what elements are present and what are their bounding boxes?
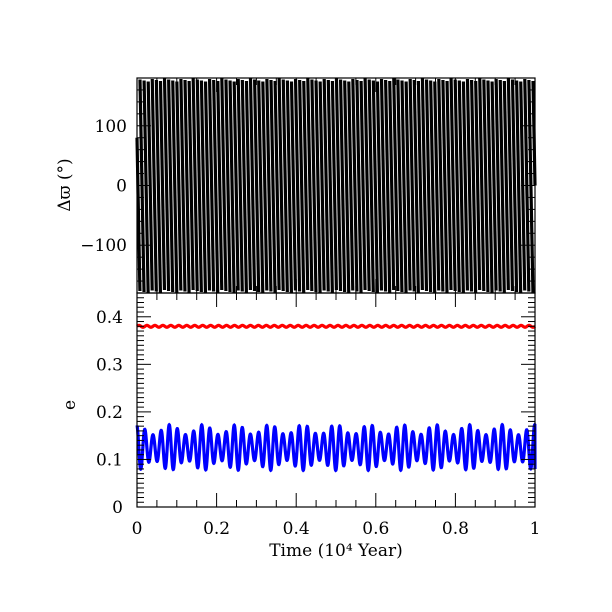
x-tick-label: 1 (530, 519, 541, 539)
bottom-series-group (135, 323, 537, 473)
bottom-ticks-group: 0 0.1 0.2 0.3 0.4 0 0.2 0.4 0.6 0.8 1 (96, 293, 540, 539)
red-series-line (136, 323, 536, 329)
bottom-y-tick-label: 0.2 (96, 403, 123, 423)
x-tick-label: 0.2 (203, 519, 230, 539)
x-tick-label: 0 (132, 519, 143, 539)
bottom-y-axis-label: e (60, 400, 80, 410)
bottom-y-tick-label: 0.4 (96, 308, 123, 328)
bottom-y-tick-label: 0 (112, 498, 123, 518)
top-y-tick-label: 100 (95, 117, 127, 137)
top-y-tick-label: 0 (116, 177, 127, 197)
top-y-tick-label: −100 (80, 236, 127, 256)
bottom-y-tick-label: 0.3 (96, 355, 123, 375)
top-panel: −100 0 100 Δϖ (°) (55, 77, 537, 294)
top-ticks-group: −100 0 100 (80, 78, 535, 293)
x-tick-label: 0.8 (442, 519, 469, 539)
bottom-y-tick-label: 0.1 (96, 450, 123, 470)
blue-series-line (135, 422, 537, 473)
bottom-panel: 0 0.1 0.2 0.3 0.4 0 0.2 0.4 0.6 0.8 1 e Time (10⁴ … (60, 292, 540, 561)
x-tick-label: 0.4 (283, 519, 310, 539)
top-series-line (135, 78, 537, 294)
x-axis-label: Time (10⁴ Year) (269, 541, 403, 561)
top-series-group (135, 78, 537, 294)
top-y-axis-label: Δϖ (°) (55, 158, 75, 211)
x-tick-label: 0.6 (362, 519, 389, 539)
